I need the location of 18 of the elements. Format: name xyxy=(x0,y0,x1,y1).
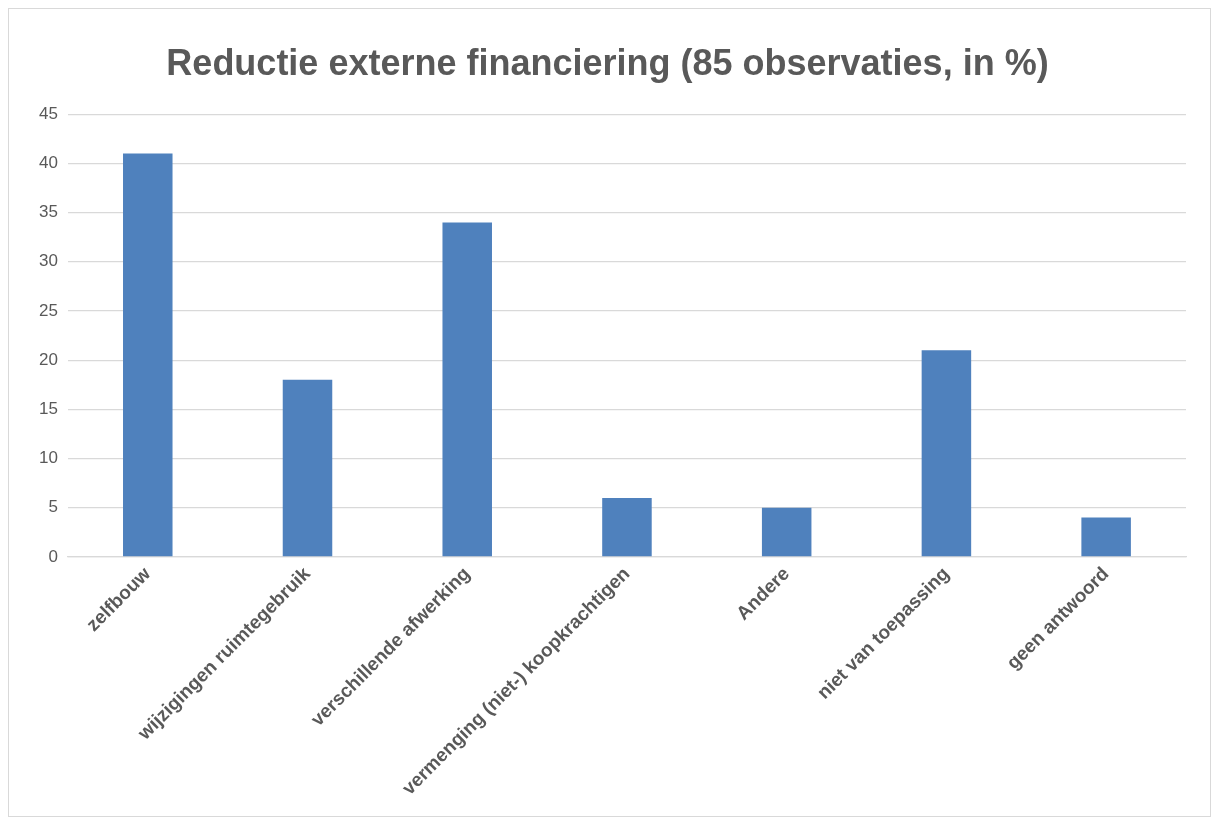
bar xyxy=(1081,517,1131,557)
bar xyxy=(442,222,492,557)
y-tick-label: 5 xyxy=(48,497,58,517)
bar xyxy=(282,379,333,557)
y-tick-label: 35 xyxy=(38,202,58,222)
y-tick-label: 10 xyxy=(38,448,58,468)
bar xyxy=(602,497,652,557)
y-tick-label: 20 xyxy=(38,349,58,369)
y-tick-label: 25 xyxy=(38,300,58,320)
y-tick-label: 45 xyxy=(38,103,58,123)
y-tick-label: 15 xyxy=(38,399,58,419)
y-tick-label: 0 xyxy=(48,546,58,566)
bar xyxy=(123,153,173,557)
bar xyxy=(921,350,972,557)
bar xyxy=(761,507,812,557)
y-tick-label: 40 xyxy=(38,153,58,173)
y-tick-label: 30 xyxy=(38,251,58,271)
chart-title: Reductie externe financiering (85 observaties, in %) xyxy=(166,41,1049,83)
